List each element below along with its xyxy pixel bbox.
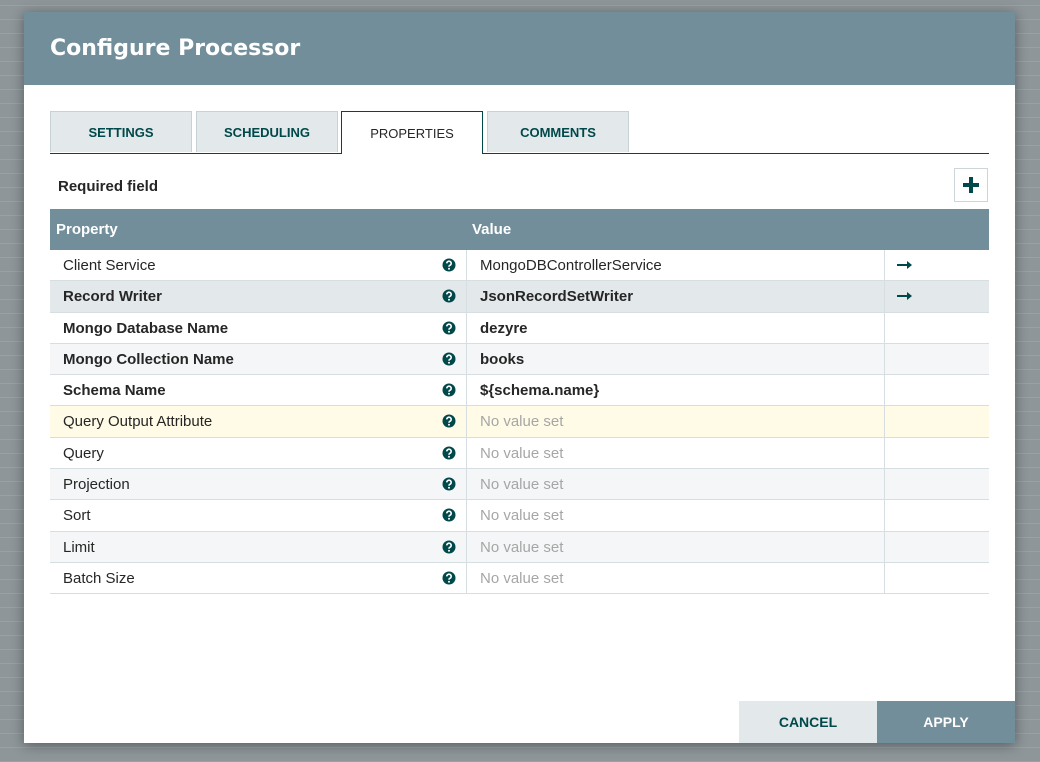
help-icon [442, 477, 456, 491]
column-divider [884, 469, 885, 500]
property-value: No value set [480, 413, 564, 431]
property-value: No value set [480, 507, 564, 525]
property-table: Client Service MongoDBControllerService Re… [50, 250, 989, 595]
property-name: Client Service [63, 257, 156, 274]
tab[interactable]: SETTINGS [50, 111, 192, 152]
property-name: Record Writer [63, 288, 162, 306]
property-value: ${schema.name} [480, 382, 600, 400]
property-row[interactable]: Batch Size No value set [50, 562, 989, 595]
property-value: MongoDBControllerService [480, 257, 662, 274]
column-divider [884, 406, 885, 437]
add-property-button[interactable] [954, 168, 988, 202]
property-name: Projection [63, 476, 130, 494]
table-header: Property Value [50, 209, 989, 250]
tab[interactable]: PROPERTIES [341, 111, 483, 154]
help-icon [442, 508, 456, 522]
column-divider [466, 406, 467, 437]
property-row[interactable]: Sort No value set [50, 500, 989, 532]
column-divider [466, 343, 467, 375]
property-value: No value set [480, 538, 564, 556]
property-row[interactable]: Schema Name ${schema.name} [50, 375, 989, 407]
cancel-button[interactable]: CANCEL [739, 701, 877, 743]
property-row[interactable]: Projection No value set [50, 469, 989, 501]
column-divider [884, 375, 885, 406]
tab-underline [50, 153, 989, 154]
property-row[interactable]: Query Output Attribute No value set [50, 406, 989, 438]
help-icon [442, 352, 456, 366]
property-name: Mongo Database Name [63, 319, 229, 337]
dialog-title: Configure Processor [50, 36, 301, 61]
column-divider [884, 562, 885, 594]
dialog-header: Configure Processor [24, 12, 1015, 85]
help-icon [442, 446, 456, 460]
property-row[interactable]: Query No value set [50, 437, 989, 470]
property-value: No value set [480, 569, 564, 587]
column-divider [466, 469, 467, 500]
property-row[interactable]: Mongo Database Name dezyre [50, 312, 989, 344]
column-divider [466, 375, 467, 406]
column-divider [466, 250, 467, 281]
property-row[interactable]: Client Service MongoDBControllerService [50, 250, 989, 282]
column-divider [884, 437, 885, 469]
column-divider [466, 531, 467, 562]
property-row[interactable]: Mongo Collection Name books [50, 343, 989, 376]
property-name: Limit [63, 538, 95, 556]
property-value: dezyre [480, 319, 528, 337]
property-name: Schema Name [63, 382, 166, 400]
property-name: Sort [63, 507, 91, 525]
help-icon [442, 289, 456, 303]
property-name: Query Output Attribute [63, 413, 213, 431]
column-divider [466, 312, 467, 343]
property-value: No value set [480, 444, 564, 462]
apply-button[interactable]: APPLY [877, 701, 1015, 743]
help-icon [442, 383, 456, 397]
property-value: No value set [480, 476, 564, 494]
column-divider [884, 531, 885, 562]
property-name: Batch Size [63, 569, 135, 587]
required-note: Required field [58, 178, 159, 195]
help-icon [442, 540, 456, 554]
column-divider [466, 562, 467, 594]
column-divider [466, 437, 467, 469]
header-cell: Property [56, 221, 118, 238]
column-divider [884, 281, 885, 312]
go-to-service-arrow[interactable] [896, 291, 914, 301]
go-to-service-arrow[interactable] [896, 260, 914, 270]
column-divider [884, 343, 885, 375]
help-icon [442, 414, 456, 428]
column-divider [884, 250, 885, 281]
tab[interactable]: SCHEDULING [196, 111, 338, 152]
column-divider [884, 500, 885, 531]
property-row[interactable]: Record Writer JsonRecordSetWriter [50, 281, 989, 313]
help-icon [442, 571, 456, 585]
property-row[interactable]: Limit No value set [50, 531, 989, 563]
plus-icon [963, 177, 979, 193]
property-value: books [480, 350, 525, 368]
column-divider [466, 500, 467, 531]
help-icon [442, 258, 456, 272]
column-divider [466, 281, 467, 312]
property-value: JsonRecordSetWriter [480, 288, 634, 306]
dialog: Configure Processor Required field Prope… [24, 12, 1015, 743]
header-cell: Value [472, 221, 512, 238]
property-name: Query [63, 444, 104, 462]
tab[interactable]: COMMENTS [487, 111, 629, 152]
column-divider [884, 312, 885, 343]
property-name: Mongo Collection Name [63, 350, 234, 368]
help-icon [442, 321, 456, 335]
